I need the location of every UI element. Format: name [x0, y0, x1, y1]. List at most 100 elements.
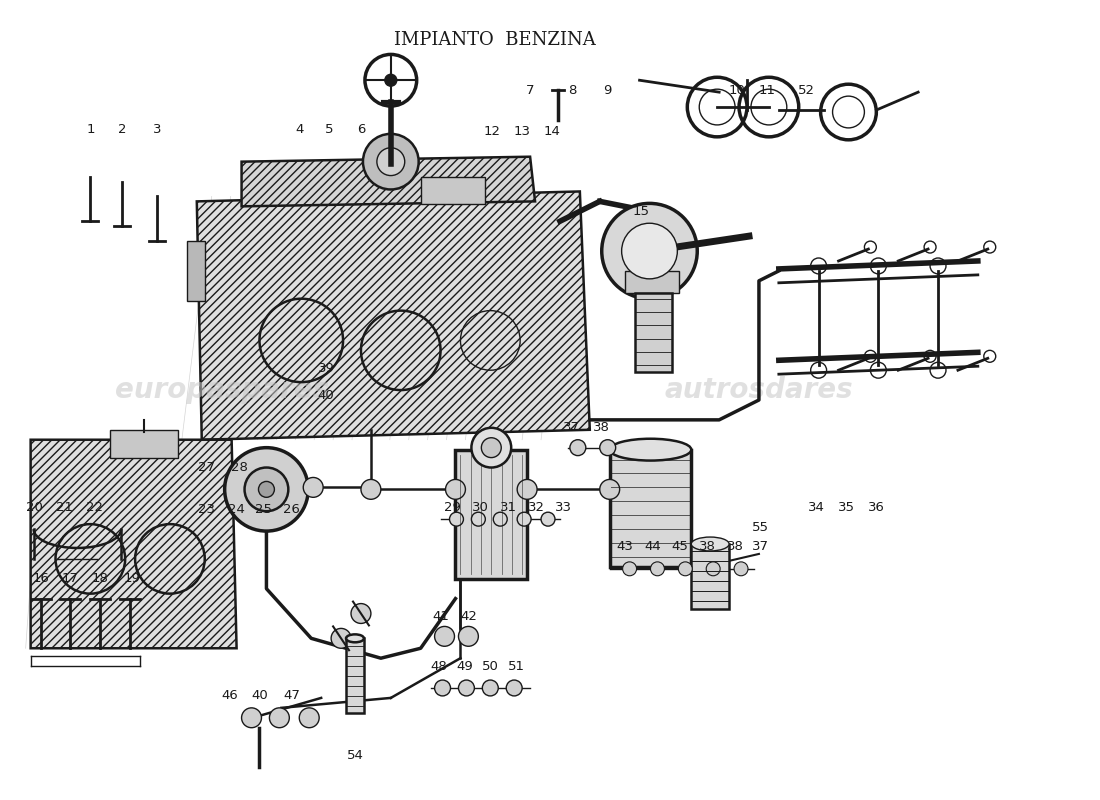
Circle shape — [244, 467, 288, 511]
Circle shape — [270, 708, 289, 728]
Bar — [635, 293, 672, 372]
Ellipse shape — [609, 438, 691, 461]
Circle shape — [459, 680, 474, 696]
Text: 15: 15 — [632, 205, 650, 218]
Bar — [346, 638, 364, 713]
Circle shape — [472, 512, 485, 526]
Circle shape — [331, 629, 351, 648]
Circle shape — [446, 479, 465, 499]
Circle shape — [304, 478, 323, 498]
Text: 36: 36 — [868, 501, 884, 514]
Text: 46: 46 — [221, 690, 238, 702]
Text: 38: 38 — [593, 422, 611, 434]
Circle shape — [482, 680, 498, 696]
Text: 16: 16 — [32, 572, 50, 586]
Circle shape — [472, 428, 512, 467]
Text: 44: 44 — [645, 541, 661, 554]
Circle shape — [363, 134, 419, 190]
Text: 34: 34 — [808, 501, 825, 514]
Text: 40: 40 — [251, 690, 267, 702]
Text: 22: 22 — [86, 501, 102, 514]
Circle shape — [434, 626, 454, 646]
Circle shape — [570, 440, 586, 456]
Text: 21: 21 — [56, 501, 73, 514]
Text: 38: 38 — [727, 541, 744, 554]
Text: 31: 31 — [499, 501, 517, 514]
Circle shape — [679, 562, 692, 576]
Circle shape — [242, 708, 262, 728]
Text: 17: 17 — [62, 572, 79, 586]
Text: 10: 10 — [728, 84, 746, 97]
Text: autrosdares: autrosdares — [664, 376, 854, 404]
Circle shape — [351, 603, 371, 623]
Text: 28: 28 — [231, 461, 248, 474]
Circle shape — [482, 438, 502, 458]
Text: 35: 35 — [838, 501, 855, 514]
Bar — [455, 450, 527, 578]
Circle shape — [600, 479, 619, 499]
Text: 7: 7 — [526, 84, 535, 97]
Circle shape — [600, 440, 616, 456]
Bar — [187, 241, 205, 301]
Text: 41: 41 — [432, 610, 449, 623]
Text: 11: 11 — [758, 84, 776, 97]
Text: 40: 40 — [318, 389, 334, 402]
Ellipse shape — [346, 634, 364, 642]
Polygon shape — [197, 191, 590, 440]
Circle shape — [506, 680, 522, 696]
Circle shape — [459, 626, 478, 646]
Circle shape — [385, 74, 397, 86]
Circle shape — [517, 512, 531, 526]
Text: 49: 49 — [456, 660, 473, 673]
Text: 19: 19 — [123, 572, 141, 586]
Text: 6: 6 — [356, 123, 365, 136]
Text: 8: 8 — [568, 84, 576, 97]
Text: 29: 29 — [444, 501, 461, 514]
Circle shape — [224, 448, 308, 531]
Circle shape — [493, 512, 507, 526]
Circle shape — [623, 562, 637, 576]
Text: 3: 3 — [153, 123, 162, 136]
Bar — [625, 271, 680, 293]
Text: 54: 54 — [346, 749, 363, 762]
Text: 32: 32 — [528, 501, 544, 514]
Text: 50: 50 — [482, 660, 498, 673]
Text: 23: 23 — [198, 502, 216, 516]
Text: 13: 13 — [514, 126, 530, 138]
Circle shape — [450, 512, 463, 526]
Circle shape — [517, 479, 537, 499]
Text: 30: 30 — [472, 501, 488, 514]
Text: europaspares: europaspares — [114, 376, 329, 404]
Ellipse shape — [691, 537, 729, 551]
Text: 55: 55 — [752, 521, 769, 534]
Text: 25: 25 — [255, 502, 272, 516]
Circle shape — [706, 562, 721, 576]
Text: 12: 12 — [484, 126, 500, 138]
Circle shape — [541, 512, 556, 526]
Circle shape — [621, 223, 678, 279]
Text: 39: 39 — [318, 362, 334, 374]
Text: 27: 27 — [198, 461, 216, 474]
Text: 33: 33 — [556, 501, 572, 514]
Text: 43: 43 — [616, 541, 634, 554]
Bar — [420, 177, 485, 204]
Polygon shape — [31, 440, 236, 648]
Circle shape — [650, 562, 664, 576]
Text: IMPIANTO  BENZINA: IMPIANTO BENZINA — [395, 30, 596, 49]
Circle shape — [361, 479, 381, 499]
Text: 20: 20 — [26, 501, 43, 514]
Text: 18: 18 — [91, 572, 109, 586]
Text: 24: 24 — [228, 502, 245, 516]
Text: 2: 2 — [118, 123, 127, 136]
Bar — [609, 450, 691, 567]
Bar — [691, 544, 729, 609]
Text: 38: 38 — [698, 541, 716, 554]
Text: 26: 26 — [283, 502, 300, 516]
Text: 48: 48 — [430, 660, 447, 673]
Polygon shape — [242, 157, 535, 206]
Text: 5: 5 — [324, 123, 333, 136]
Text: 1: 1 — [86, 123, 95, 136]
Text: 14: 14 — [543, 126, 560, 138]
Text: 45: 45 — [671, 541, 688, 554]
Bar — [110, 430, 178, 458]
